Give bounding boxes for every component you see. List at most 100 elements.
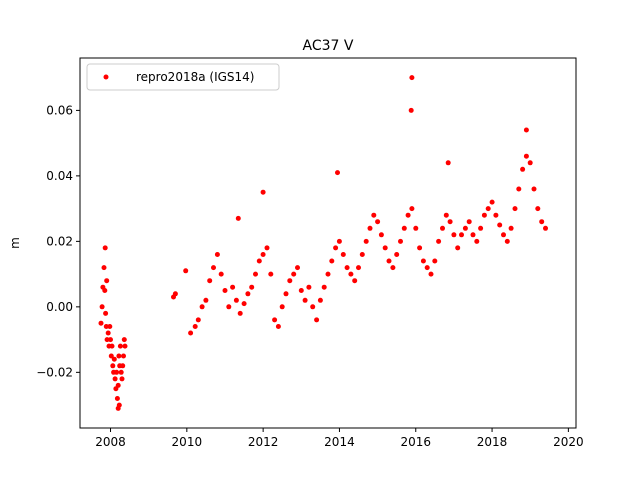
data-point xyxy=(101,265,107,271)
legend-box xyxy=(86,63,280,91)
data-point xyxy=(120,363,126,369)
y-tick-label: −0.02 xyxy=(36,365,73,379)
data-points xyxy=(98,75,548,411)
data-point xyxy=(470,232,476,238)
data-point xyxy=(118,369,124,375)
data-point xyxy=(115,382,121,388)
data-point xyxy=(214,252,220,257)
plot-area xyxy=(79,57,577,429)
data-point xyxy=(121,337,127,343)
data-point xyxy=(272,317,278,323)
data-point xyxy=(98,320,104,326)
data-point xyxy=(325,271,331,277)
y-tick-label: 0.06 xyxy=(46,103,73,117)
data-point xyxy=(116,402,122,408)
data-point xyxy=(192,324,198,329)
x-tick-label: 2008 xyxy=(95,435,126,449)
data-point xyxy=(539,219,545,225)
data-point xyxy=(447,219,453,225)
data-point xyxy=(440,225,445,231)
data-point xyxy=(424,265,430,271)
data-point xyxy=(409,75,415,81)
legend-label: repro2018a (IGS14) xyxy=(136,70,254,84)
data-point xyxy=(371,212,377,218)
data-point xyxy=(516,186,522,192)
data-point xyxy=(317,297,323,303)
data-point xyxy=(413,225,419,231)
data-point xyxy=(183,268,189,274)
data-point xyxy=(459,232,464,238)
data-point xyxy=(222,288,228,293)
data-point xyxy=(230,284,236,290)
data-point xyxy=(485,206,491,212)
data-point xyxy=(279,304,285,310)
data-point xyxy=(375,219,381,225)
data-point xyxy=(390,265,396,271)
data-point xyxy=(443,212,449,218)
y-tick-label: 0.04 xyxy=(46,169,73,183)
data-point xyxy=(462,225,468,231)
data-point xyxy=(122,343,128,349)
data-point xyxy=(489,199,495,205)
data-point xyxy=(451,232,457,238)
data-point xyxy=(378,232,384,238)
data-point xyxy=(253,271,258,277)
data-point xyxy=(405,212,411,218)
data-point xyxy=(107,324,113,329)
data-point xyxy=(291,271,297,277)
data-point xyxy=(287,278,293,284)
data-point xyxy=(523,127,529,133)
data-point xyxy=(493,212,499,218)
data-point xyxy=(256,258,262,264)
data-point xyxy=(172,291,178,297)
data-point xyxy=(260,189,266,195)
data-point xyxy=(474,238,480,244)
data-point xyxy=(508,225,514,231)
data-point xyxy=(329,258,335,264)
data-point xyxy=(481,212,487,218)
data-point xyxy=(203,297,209,303)
data-point xyxy=(103,310,109,316)
data-point xyxy=(235,215,241,221)
data-point xyxy=(321,284,327,290)
data-point xyxy=(199,304,205,310)
data-point xyxy=(394,252,400,257)
data-point xyxy=(359,252,365,257)
x-tick-label: 2012 xyxy=(248,435,279,449)
data-point xyxy=(336,238,342,244)
data-point xyxy=(264,245,270,251)
data-point xyxy=(104,278,110,284)
data-point xyxy=(102,245,108,251)
data-point xyxy=(241,301,247,307)
data-point xyxy=(335,170,340,176)
data-point xyxy=(302,297,308,303)
y-axis-ticks: −0.02 0.00 0.02 0.04 0.06 xyxy=(36,103,80,379)
data-point xyxy=(188,330,194,336)
data-point xyxy=(386,258,392,264)
data-point xyxy=(531,186,537,192)
data-point xyxy=(352,278,358,284)
data-point xyxy=(401,225,407,231)
data-point xyxy=(111,356,117,362)
data-point xyxy=(103,324,109,329)
data-point xyxy=(504,238,510,244)
data-point xyxy=(367,225,373,231)
data-point xyxy=(237,310,243,316)
data-point xyxy=(218,271,224,277)
data-point xyxy=(543,225,548,231)
data-point xyxy=(268,271,274,277)
data-point xyxy=(119,376,125,382)
data-point xyxy=(512,206,518,212)
data-point xyxy=(108,353,114,359)
data-point xyxy=(249,284,255,290)
data-point xyxy=(114,369,120,375)
data-point xyxy=(310,304,316,310)
data-point xyxy=(432,258,438,264)
data-point xyxy=(108,337,113,343)
x-tick-label: 2016 xyxy=(400,435,431,449)
data-point xyxy=(527,160,533,166)
data-point xyxy=(102,288,108,293)
data-point xyxy=(275,324,281,329)
data-point xyxy=(340,252,346,257)
